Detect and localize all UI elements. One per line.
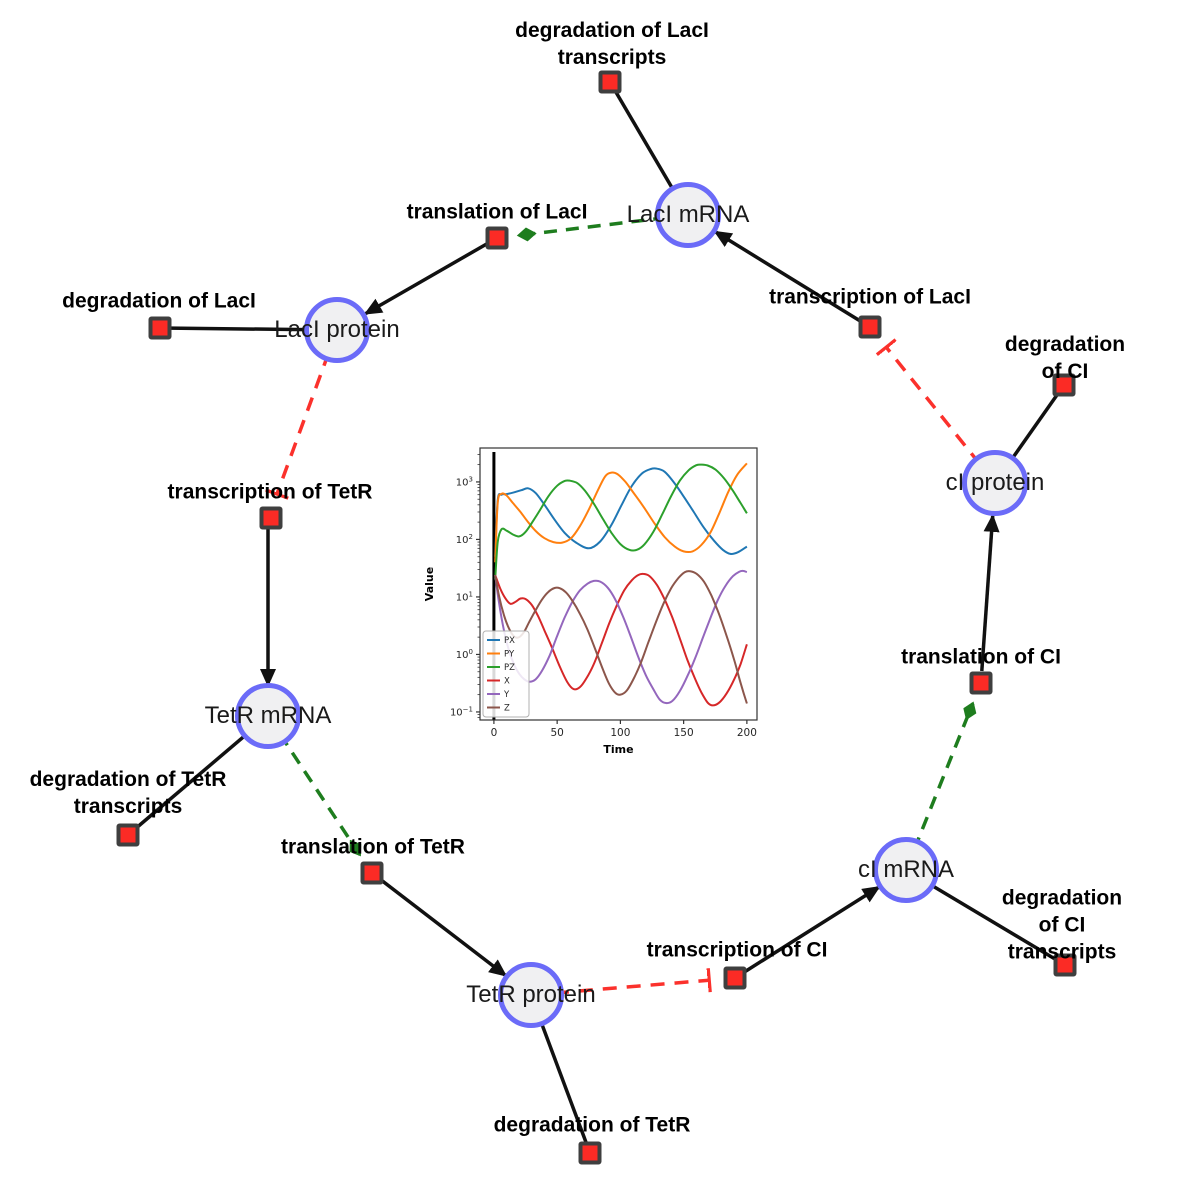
x-axis-label: Time bbox=[603, 743, 633, 756]
species-label: LacI mRNA bbox=[626, 201, 750, 228]
legend-entry-PZ: PZ bbox=[504, 663, 515, 673]
series-line-Z bbox=[494, 570, 748, 704]
reaction-label-translation-ci: translation of CI bbox=[901, 645, 1061, 669]
reaction-label-transcription-laci: transcription of LacI bbox=[769, 285, 971, 309]
y-tick-label: 101 bbox=[456, 590, 473, 603]
species-node-ci-mrna: cI mRNA bbox=[858, 837, 954, 903]
reaction-node-degradation-ci bbox=[1052, 373, 1076, 397]
reaction-label-transcription-ci: transcription of CI bbox=[646, 938, 828, 962]
x-tick-label: 200 bbox=[737, 727, 757, 739]
chart-legend: PX PY PZ XYZ bbox=[482, 630, 530, 718]
reaction-label-degradation-ci: degradation of CI bbox=[1004, 333, 1126, 383]
reaction-label-degradation-laci-transcripts: degradation of LacI transcripts bbox=[515, 19, 709, 69]
reaction-label-transcription-tetr: transcription of TetR bbox=[167, 480, 373, 504]
reaction-node-degradation-tetr-transcripts bbox=[116, 823, 140, 847]
series-line-X bbox=[494, 572, 748, 707]
reaction-node-degradation-laci bbox=[148, 316, 172, 340]
reaction-node-degradation-laci-transcripts bbox=[598, 70, 622, 94]
species-node-tetr-mrna: TetR mRNA bbox=[205, 683, 331, 749]
x-tick-label: 150 bbox=[674, 727, 694, 739]
edge-transltetr-tetrprot bbox=[380, 878, 508, 977]
y-axis-label: Value bbox=[423, 567, 436, 601]
series-line-PX bbox=[494, 467, 748, 557]
species-label: LacI protein bbox=[274, 316, 400, 343]
series-line-PY bbox=[494, 462, 748, 563]
edge-translaci-laciprot bbox=[363, 242, 488, 316]
y-tick-label: 102 bbox=[456, 533, 473, 546]
species-label: TetR protein bbox=[466, 981, 596, 1008]
plot-box bbox=[479, 447, 758, 721]
edge-translci-ciprot bbox=[980, 513, 1000, 672]
reaction-node-translation-tetr bbox=[360, 861, 384, 885]
y-tick-label: 10−1 bbox=[450, 705, 473, 718]
species-label: cI protein bbox=[945, 469, 1045, 496]
legend-entry-Y: Y bbox=[503, 690, 510, 700]
y-tick-label: 100 bbox=[456, 648, 473, 661]
x-tick-label: 0 bbox=[491, 727, 498, 739]
legend-entry-PY: PY bbox=[504, 650, 515, 660]
legend-entry-X: X bbox=[504, 677, 510, 687]
species-label: TetR mRNA bbox=[204, 702, 332, 729]
species-label: cI mRNA bbox=[858, 856, 954, 883]
chart-series-lines bbox=[494, 462, 748, 707]
x-tick-label: 50 bbox=[550, 727, 563, 739]
series-line-PZ bbox=[494, 463, 748, 580]
edge-transclaci-lacimrna bbox=[713, 230, 861, 323]
species-node-tetr-protein: TetR protein bbox=[466, 962, 596, 1028]
inset-timeseries-chart: 0 50 100 150 200 10−1 100 101 102 103 Time Value PX P… bbox=[420, 425, 800, 780]
reaction-label-translation-tetr: translation of TetR bbox=[281, 835, 465, 859]
reaction-node-degradation-tetr bbox=[578, 1141, 602, 1165]
legend-entry-Z: Z bbox=[504, 704, 510, 714]
reaction-node-degradation-ci-transcripts bbox=[1053, 953, 1077, 977]
product-edges bbox=[260, 230, 1000, 977]
reaction-node-transcription-laci bbox=[858, 315, 882, 339]
reaction-label-degradation-tetr: degradation of TetR bbox=[493, 1113, 691, 1137]
edge-transcci-cimrna bbox=[744, 885, 881, 974]
legend-entry-PX: PX bbox=[504, 636, 515, 646]
y-tick-label: 103 bbox=[456, 475, 473, 488]
reaction-label-degradation-laci: degradation of LacI bbox=[62, 289, 256, 313]
species-node-laci-mrna: LacI mRNA bbox=[627, 182, 749, 248]
species-node-ci-protein: cI protein bbox=[946, 450, 1044, 516]
species-node-laci-protein: LacI protein bbox=[274, 297, 400, 363]
reaction-label-translation-laci: translation of LacI bbox=[406, 200, 588, 224]
reaction-node-transcription-ci bbox=[723, 966, 747, 990]
reaction-node-translation-ci bbox=[969, 671, 993, 695]
reaction-label-degradation-tetr-transcripts: degradation of TetR transcripts bbox=[29, 768, 227, 818]
reaction-node-transcription-tetr bbox=[259, 506, 283, 530]
reaction-label-degradation-ci-transcripts: degradation of CI transcripts bbox=[1001, 886, 1123, 964]
reaction-node-translation-laci bbox=[485, 226, 509, 250]
x-tick-label: 100 bbox=[610, 727, 630, 739]
